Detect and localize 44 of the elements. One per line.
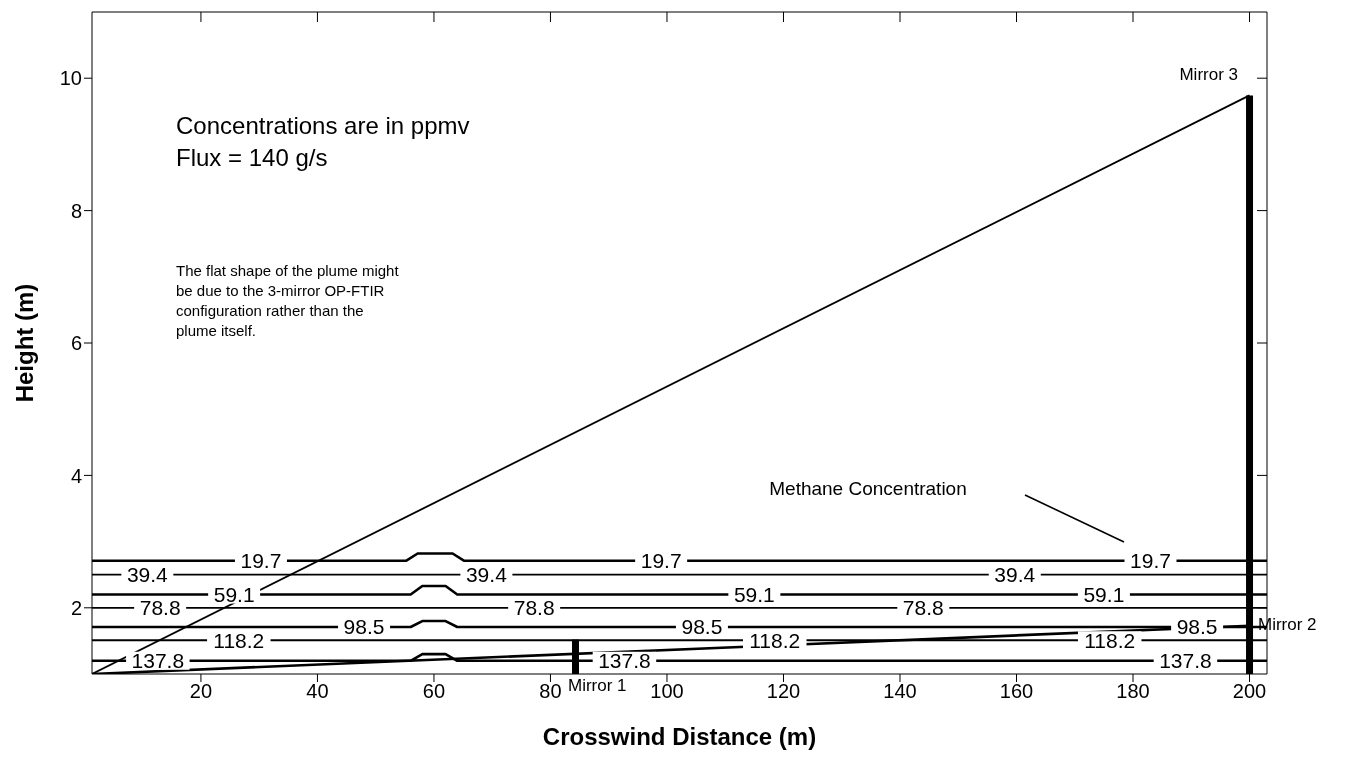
x-tick-label: 160 xyxy=(999,680,1034,703)
y-tick-label: 8 xyxy=(70,199,82,222)
x-tick-label: 120 xyxy=(766,680,801,703)
x-tick-label: 140 xyxy=(883,680,917,703)
x-tick-label: 100 xyxy=(650,680,684,703)
y-tick-label: 4 xyxy=(70,464,82,487)
annotation: 39.4 xyxy=(126,563,169,587)
x-tick-label: 200 xyxy=(1232,680,1267,703)
annotation: 118.2 xyxy=(1084,628,1136,652)
annotation: Mirror 3 xyxy=(1178,65,1238,85)
x-tick-label: 80 xyxy=(539,680,562,703)
annotation: 137.8 xyxy=(1159,649,1212,673)
x-axis-title: Crosswind Distance (m) xyxy=(542,723,817,750)
annotation: 78.8 xyxy=(139,596,181,620)
annotation: 78.8 xyxy=(513,596,555,620)
annotation: Methane Concentration xyxy=(768,478,968,500)
annotation: Concentrations are in ppmv xyxy=(176,112,470,140)
annotation: 19.7 xyxy=(640,549,682,573)
x-tick-label: 180 xyxy=(1116,680,1150,703)
annotation: 39.4 xyxy=(465,563,508,587)
annotation: The flat shape of the plume might be due to the 3-mirror OP-FTIR configuration rather than the plume itself. xyxy=(176,261,400,341)
annotation: 39.4 xyxy=(994,563,1036,587)
annotation: 137.8 xyxy=(131,649,185,673)
annotation: 59.1 xyxy=(1083,583,1125,607)
annotation: 118.2 xyxy=(749,628,801,652)
text: Mirror 1 xyxy=(568,676,627,696)
y-tick-label: 10 xyxy=(59,67,82,90)
x-tick-label: 60 xyxy=(422,680,446,703)
annotation: 98.5 xyxy=(681,615,723,639)
annotation: 118.2 xyxy=(213,628,265,652)
annotation: 19.7 xyxy=(240,549,282,573)
annotation: 98.5 xyxy=(343,615,385,639)
annotation: 59.1 xyxy=(213,583,255,607)
annotation: 59.1 xyxy=(733,583,775,607)
annotation: Flux = 140 g/s xyxy=(176,144,328,172)
y-tick-label: 2 xyxy=(70,596,82,619)
x-tick-label: 40 xyxy=(306,680,329,703)
y-tick-label: 6 xyxy=(70,332,82,355)
x-tick-label: 20 xyxy=(189,680,213,703)
annotation: 19.7 xyxy=(1130,549,1171,573)
annotation: 137.8 xyxy=(598,649,651,673)
annotation: 78.8 xyxy=(902,596,944,620)
annotation: 98.5 xyxy=(1176,615,1218,639)
y-axis-title: Height (m) xyxy=(10,283,38,403)
